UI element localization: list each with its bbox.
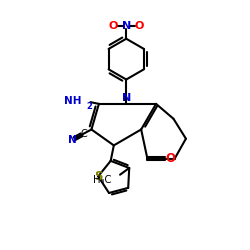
Text: C: C [80, 129, 87, 139]
Text: N: N [122, 94, 131, 104]
Text: N: N [68, 134, 77, 144]
Text: O: O [134, 21, 144, 31]
Text: 2: 2 [86, 102, 92, 111]
Text: H₃C: H₃C [93, 175, 111, 185]
Text: O: O [109, 21, 118, 31]
Text: NH: NH [64, 96, 82, 106]
Text: N: N [122, 21, 131, 31]
Text: O: O [166, 152, 176, 165]
Text: S: S [94, 170, 102, 183]
